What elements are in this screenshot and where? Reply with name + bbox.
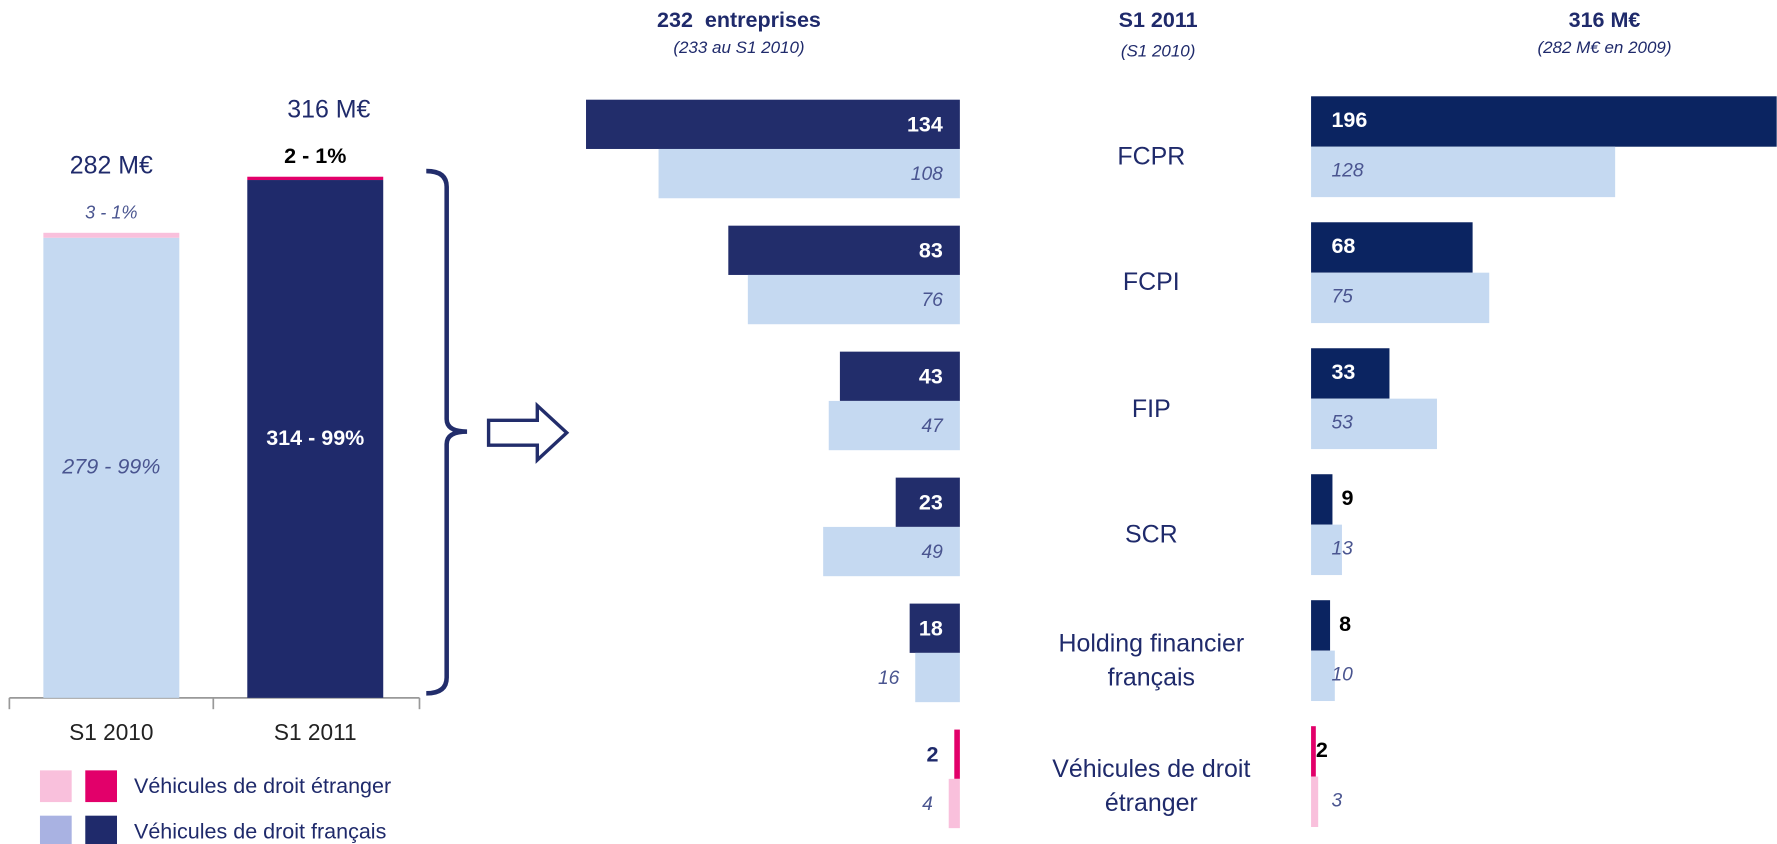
value-label: 10	[1331, 665, 1353, 686]
legend-swatch	[39, 770, 72, 803]
total-label: 316 M€	[287, 96, 370, 124]
legend-label: Véhicules de droit étranger	[134, 774, 391, 798]
category-label-box: Holding financier français	[1058, 628, 1245, 691]
category-label-box: FCPI	[1122, 267, 1180, 297]
category-label: FCPI	[1122, 267, 1180, 297]
category-label-box: Véhicules de droit étranger	[1052, 754, 1251, 817]
value-label: 23	[919, 490, 943, 514]
bar	[1311, 348, 1390, 399]
bar	[658, 148, 960, 199]
bar	[1311, 146, 1616, 198]
bar	[1311, 600, 1331, 651]
x-tick-label: S1 2011	[274, 719, 357, 745]
bar	[747, 274, 960, 325]
bar	[948, 778, 960, 829]
bar-segment	[247, 180, 384, 698]
value-label: 16	[878, 668, 900, 689]
total-label: 282 M€	[70, 152, 153, 180]
bar	[915, 652, 960, 703]
category-label-box: SCR	[1125, 519, 1178, 549]
bar	[1311, 524, 1342, 576]
category-label: SCR	[1125, 519, 1178, 549]
bar	[1311, 96, 1777, 147]
bar-segment	[43, 237, 180, 698]
bar	[1311, 398, 1437, 450]
category-label: FCPR	[1117, 141, 1186, 171]
value-label: 8	[1339, 612, 1351, 636]
value-label: 3 - 1%	[85, 203, 138, 223]
bar-segment	[43, 232, 180, 238]
value-label: 314 - 99%	[266, 426, 365, 451]
value-label: 43	[919, 364, 943, 388]
legend-label: Véhicules de droit français	[134, 819, 386, 843]
chart-title: 316 M€	[1569, 8, 1641, 32]
legend-swatch	[85, 770, 118, 803]
value-label-box: 3 - 1%	[85, 203, 138, 223]
bar	[895, 477, 960, 527]
series-header: (S1 2010)	[1121, 42, 1196, 61]
series-header: S1 2011	[1119, 8, 1198, 32]
value-label: 196	[1331, 108, 1367, 132]
bar	[839, 351, 960, 401]
bar	[909, 603, 960, 653]
category-label-box: FIP	[1131, 393, 1171, 423]
bar	[1311, 474, 1333, 525]
value-label: 83	[919, 238, 943, 262]
value-label: 53	[1331, 413, 1353, 434]
legend-swatch	[85, 815, 118, 844]
value-label: 108	[911, 164, 943, 185]
chart-subtitle: (233 au S1 2010)	[673, 38, 804, 57]
value-label: 9	[1342, 486, 1354, 510]
arrow	[486, 401, 570, 464]
bracket	[426, 168, 468, 696]
bar	[1311, 272, 1490, 324]
bar	[828, 400, 960, 451]
value-label: 279 - 99%	[62, 455, 161, 480]
category-label: Holding financier français	[1058, 628, 1245, 691]
value-label: 18	[919, 616, 943, 640]
value-label: 3	[1331, 791, 1342, 812]
value-label: 4	[922, 794, 933, 815]
value-label: 128	[1331, 161, 1363, 182]
value-label: 49	[921, 542, 943, 563]
value-label-box: 2 - 1%	[284, 145, 347, 169]
value-label: 134	[907, 112, 943, 136]
value-label: 2	[926, 742, 938, 766]
value-label: 68	[1331, 234, 1355, 258]
category-label: FIP	[1131, 393, 1171, 423]
bar	[1311, 776, 1319, 828]
value-label: 76	[921, 290, 943, 311]
value-label: 2 - 1%	[284, 145, 347, 169]
category-label: Véhicules de droit étranger	[1052, 754, 1251, 817]
value-label: 2	[1316, 738, 1328, 762]
bar	[586, 99, 960, 149]
x-tick-label: S1 2010	[69, 719, 153, 745]
value-label-box: 314 - 99%	[266, 426, 365, 451]
value-label-box: 279 - 99%	[62, 455, 161, 480]
bar	[1311, 726, 1316, 777]
value-label: 33	[1331, 360, 1355, 384]
category-label-box: FCPR	[1117, 141, 1186, 171]
chart-title: 232 entreprises	[657, 8, 821, 32]
value-label: 75	[1331, 287, 1353, 308]
value-label: 47	[921, 416, 944, 437]
bar	[1311, 222, 1473, 273]
bar	[1311, 650, 1335, 702]
bar	[823, 526, 960, 577]
bar-segment	[247, 176, 384, 181]
bar	[954, 729, 960, 779]
bar	[728, 225, 960, 275]
legend-swatch	[39, 815, 72, 844]
chart-subtitle: (282 M€ en 2009)	[1537, 38, 1671, 57]
value-label: 13	[1331, 539, 1353, 560]
